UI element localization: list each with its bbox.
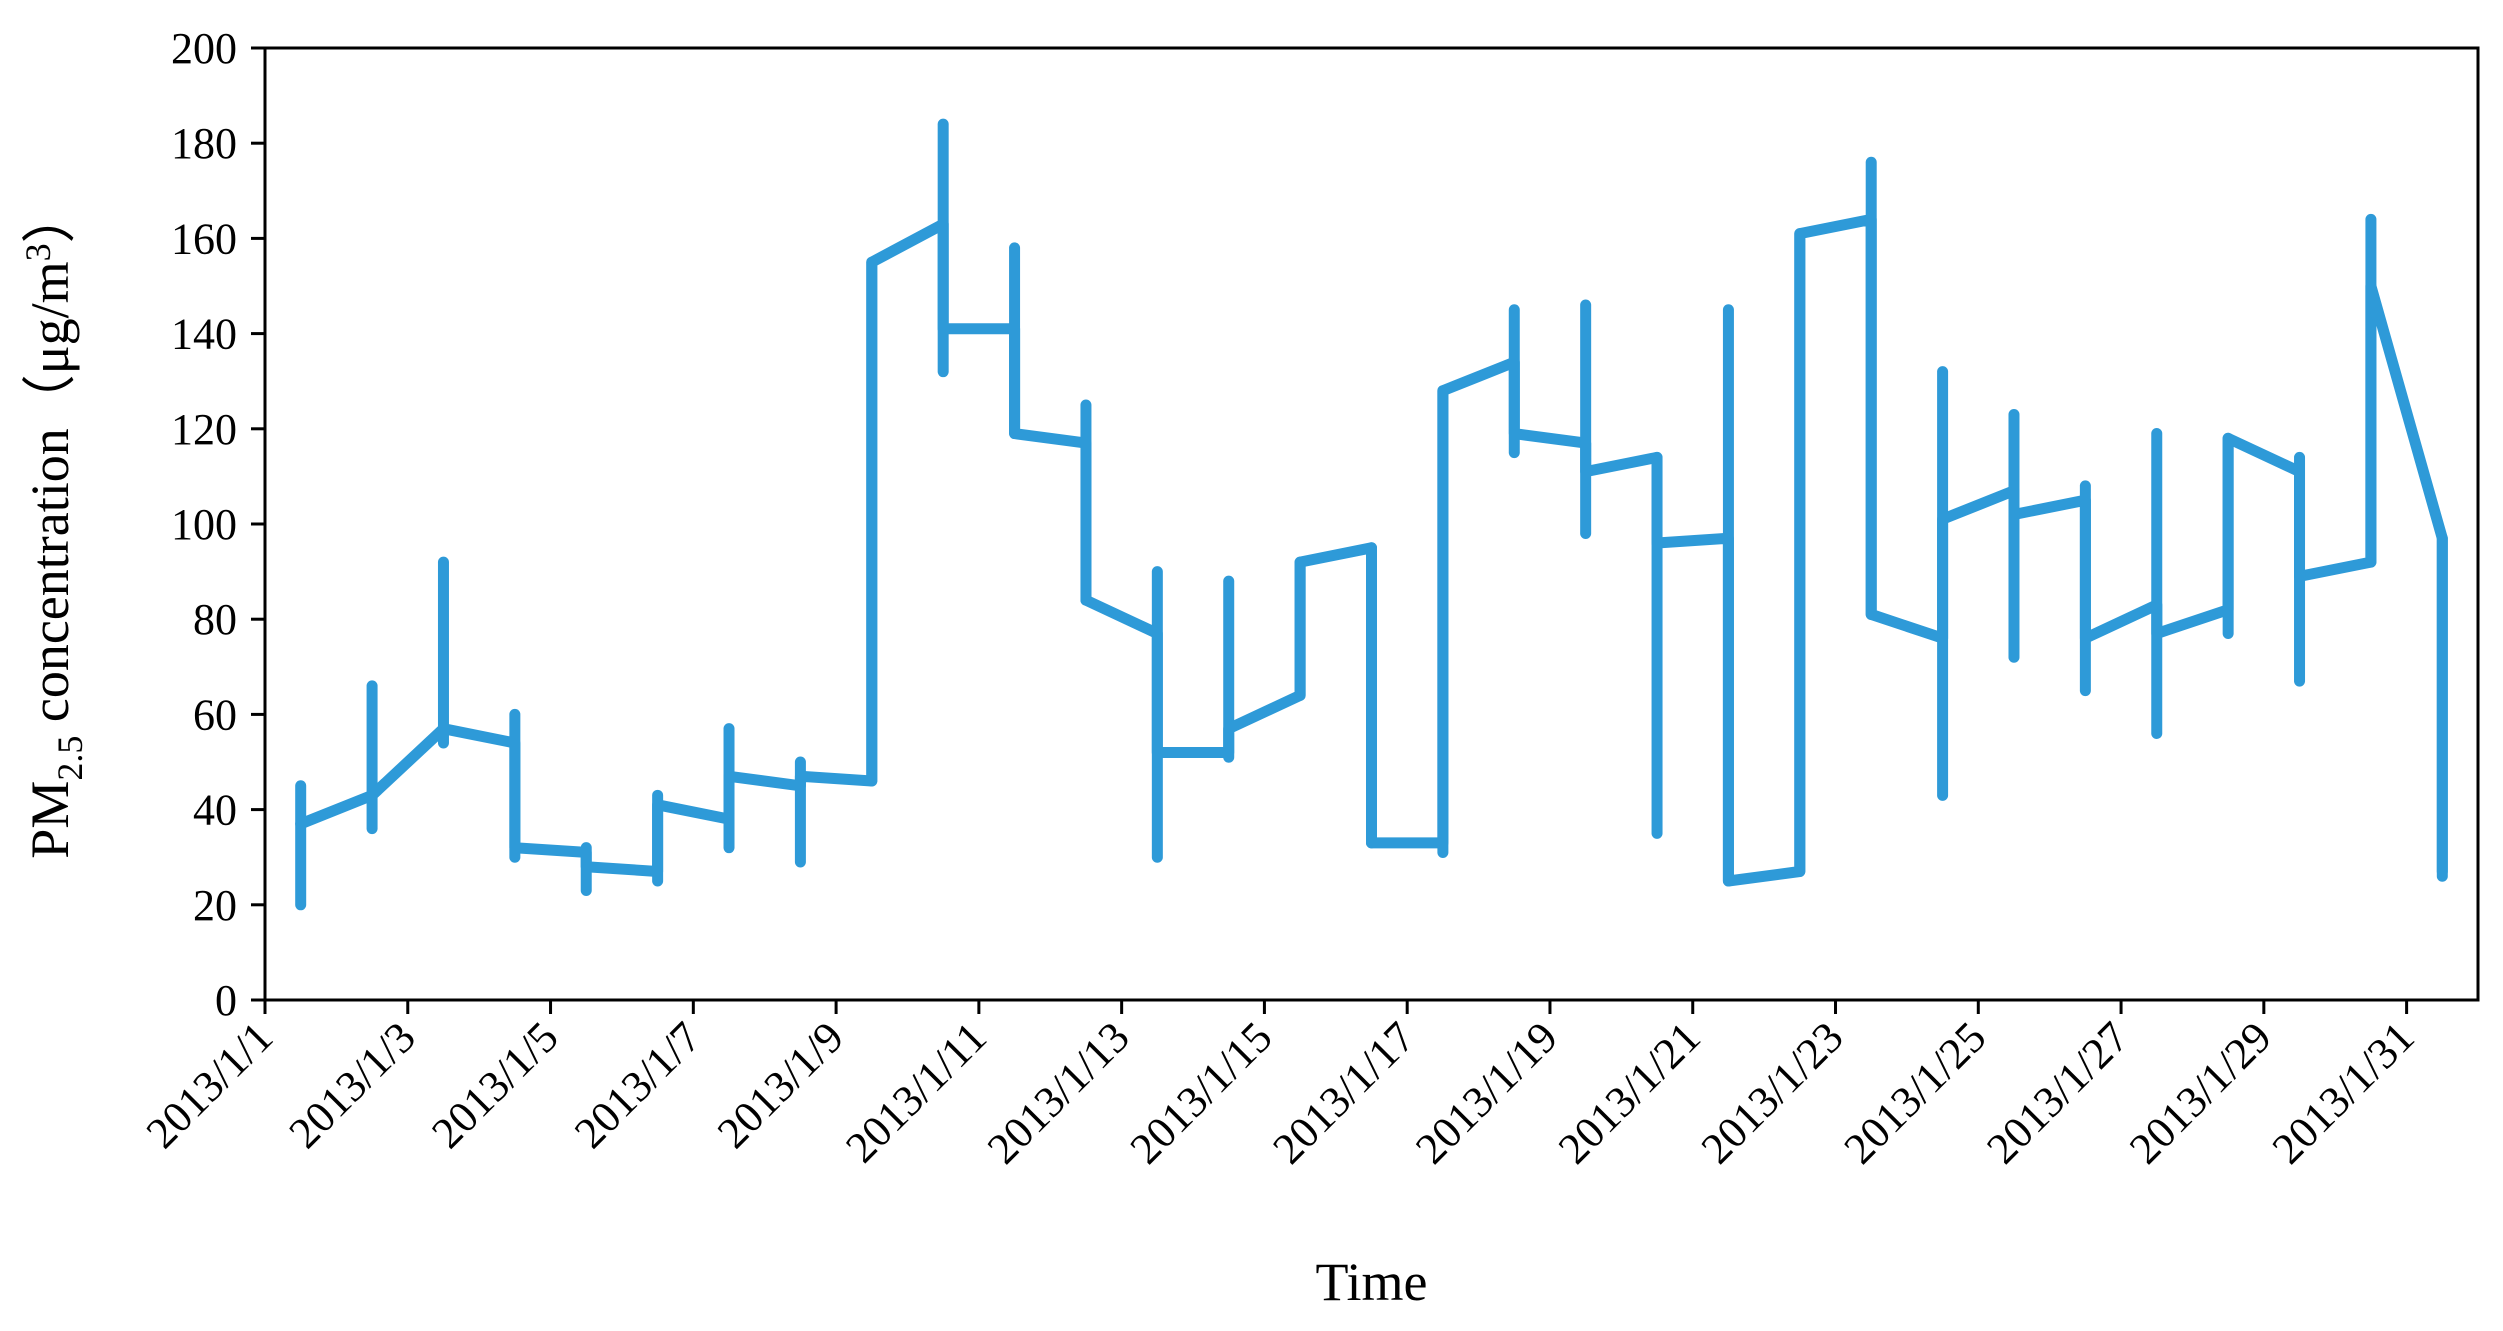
y-tick-label: 60 xyxy=(193,690,237,739)
y-tick-label: 20 xyxy=(193,881,237,930)
y-tick-label: 80 xyxy=(193,595,237,644)
y-tick-label: 140 xyxy=(171,310,237,359)
series-line xyxy=(295,213,2448,887)
y-tick-label: 0 xyxy=(215,976,237,1025)
x-axis-title: Time xyxy=(1315,1252,1427,1312)
data-marks xyxy=(295,118,2448,911)
y-axis-title-rest: concentration（μg/m xyxy=(20,261,80,735)
y-axis-title-superscript: 3 xyxy=(18,243,58,261)
y-tick-label: 120 xyxy=(171,405,237,454)
y-tick-label: 40 xyxy=(193,786,237,835)
plot-area xyxy=(263,46,2480,1002)
y-axis-title-main: PM xyxy=(20,781,80,859)
y-tick-label: 160 xyxy=(171,214,237,263)
y-axis-title-end: ） xyxy=(20,189,80,243)
y-axis-title: PM2.5 concentration（μg/m3） xyxy=(18,189,90,858)
y-tick-label: 200 xyxy=(171,24,237,73)
y-axis: 0 20 40 60 80 100 120 140 160 180 200 xyxy=(171,24,265,1025)
y-tick-label: 100 xyxy=(171,500,237,549)
y-axis-title-subscript: 2.5 xyxy=(50,736,90,781)
y-tick-label: 180 xyxy=(171,119,237,168)
